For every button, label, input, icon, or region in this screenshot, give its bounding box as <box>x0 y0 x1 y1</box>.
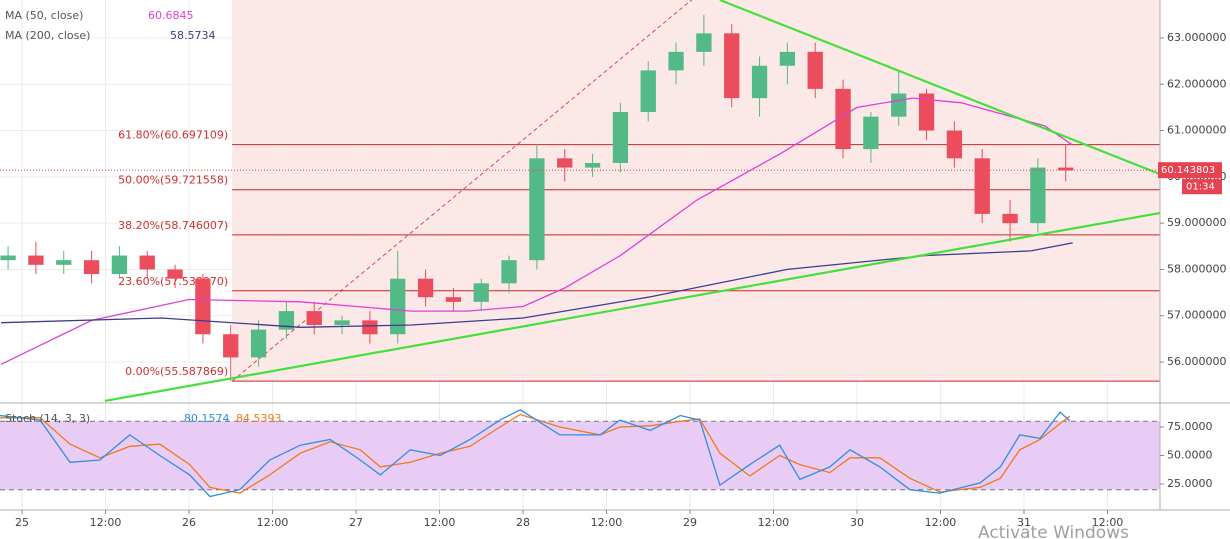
moving-average <box>1 242 1073 328</box>
candle-body <box>278 311 295 330</box>
candle-body <box>584 162 601 168</box>
y-tick-label: 62.000000 <box>1167 77 1227 90</box>
candle-body <box>612 112 629 163</box>
candle-body <box>751 65 768 99</box>
candle-body <box>668 51 684 71</box>
legend-value: 84.5393 <box>236 412 282 425</box>
x-tick-label: 29 <box>683 516 697 529</box>
candle-body <box>807 51 823 89</box>
candle-body <box>417 278 434 298</box>
stoch-k <box>0 409 1071 498</box>
legend-value: 80.1574 <box>184 412 230 425</box>
candle-body <box>56 260 72 265</box>
countdown-tag <box>1182 179 1222 195</box>
price-pane: 61.80%(60.697109) 50.00%(59.721558) 38.20%… <box>0 0 1160 403</box>
y-tick-label: 75.0000 <box>1167 420 1213 433</box>
candle-body <box>557 158 573 168</box>
legend-value: 58.5734 <box>170 29 216 42</box>
stoch-d <box>0 413 1071 494</box>
candle-body <box>974 158 990 214</box>
x-tick-label: 30 <box>850 516 864 529</box>
moving-average <box>0 97 1074 365</box>
x-tick-label: 28 <box>516 516 530 529</box>
y-tick-label: 56.000000 <box>1167 355 1227 368</box>
y-tick-label: 58.000000 <box>1167 262 1227 275</box>
trendline <box>719 0 1160 176</box>
candle-body <box>0 255 16 261</box>
candle-body <box>223 334 239 358</box>
x-tick-label: 12:00 <box>1092 516 1124 529</box>
y-tick-label: 57.000000 <box>1167 309 1227 322</box>
x-tick-label: 26 <box>182 516 196 529</box>
x-tick-label: 12:00 <box>758 516 790 529</box>
candle-body <box>779 51 796 66</box>
x-tick-label: 12:00 <box>90 516 122 529</box>
x-tick-label: 12:00 <box>591 516 623 529</box>
candle-body <box>835 88 851 150</box>
candle-body <box>1058 167 1074 171</box>
candle-body <box>83 260 100 275</box>
stoch-pane <box>0 403 1160 510</box>
candle-body <box>445 297 462 302</box>
candle-body <box>28 255 44 265</box>
candle-body <box>501 260 517 284</box>
legend-label: Stoch (14, 3, 3) <box>5 412 90 425</box>
fib-label: 38.20%(58.746007) <box>118 219 228 232</box>
fib-label: 50.00%(59.721558) <box>118 174 228 187</box>
x-tick-label: 12:00 <box>925 516 957 529</box>
candle-body <box>195 278 211 335</box>
candle-body <box>696 33 712 52</box>
candle-body <box>139 255 155 270</box>
candle-body <box>334 320 350 325</box>
candle-body <box>390 278 406 335</box>
candle-body <box>1030 167 1046 224</box>
candle-body <box>946 130 963 159</box>
trendline <box>104 211 1160 402</box>
y-tick-label: 61.000000 <box>1167 124 1227 137</box>
y-tick-label: 59.000000 <box>1167 216 1227 229</box>
candle-body <box>640 70 656 113</box>
candle-body <box>1002 213 1018 224</box>
last-price-label: 60.143803 <box>1161 165 1215 176</box>
candle-body <box>362 320 378 335</box>
countdown-label: 01:34 <box>1186 182 1215 193</box>
x-tick-label: 27 <box>349 516 363 529</box>
y-tick-label: 25.0000 <box>1167 477 1213 490</box>
fib-label: 61.80%(60.697109) <box>118 129 228 142</box>
fib-label: 0.00%(55.587869) <box>125 365 228 378</box>
candle-body <box>250 329 267 358</box>
legend-value: 60.6845 <box>148 9 194 22</box>
legend-label: MA (50, close) <box>5 9 83 22</box>
legend-label: MA (200, close) <box>5 29 90 42</box>
x-tick-label: 31 <box>1017 516 1031 529</box>
candle-body <box>306 311 322 325</box>
last-price-tag <box>1158 162 1222 179</box>
candle-body <box>724 33 740 99</box>
candle-body <box>918 93 935 131</box>
x-tick-label: 12:00 <box>257 516 289 529</box>
legend: MA (50, close) 60.6845 MA (200, close) 5… <box>5 9 282 425</box>
candle-body <box>167 269 183 279</box>
fib-zone <box>232 0 1160 382</box>
candle-body <box>863 116 879 150</box>
candle-body <box>111 255 128 275</box>
y-tick-label: 50.0000 <box>1167 448 1213 461</box>
candle-body <box>529 158 545 261</box>
x-tick-label: 25 <box>15 516 29 529</box>
candle-body <box>473 283 489 302</box>
candle-body <box>891 93 907 117</box>
watermark: Activate Windows <box>978 523 1129 539</box>
y-tick-label: 63.000000 <box>1167 31 1227 44</box>
x-tick-label: 12:00 <box>424 516 456 529</box>
